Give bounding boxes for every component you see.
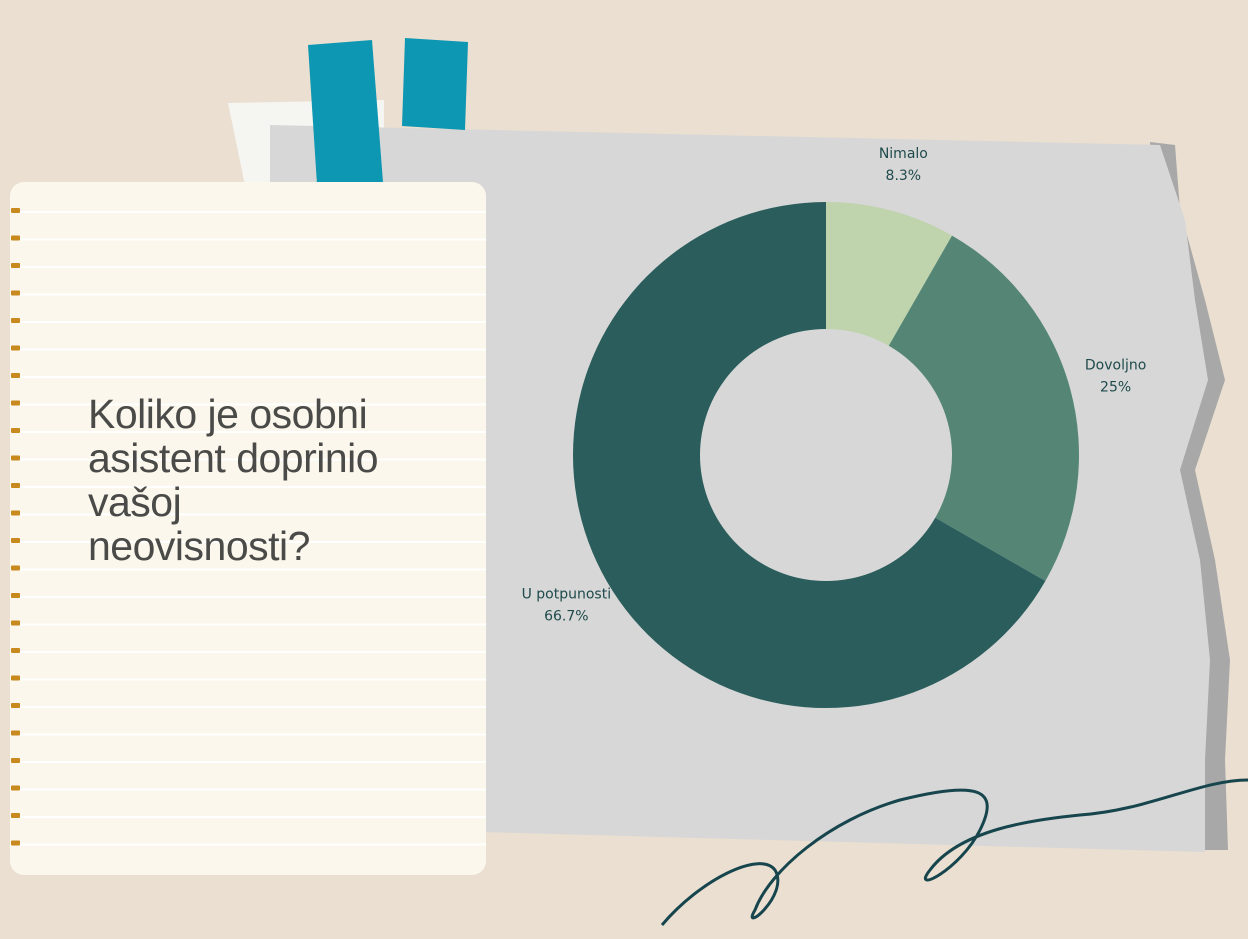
donut-slice xyxy=(573,202,1046,708)
slice-label: U potpunosti xyxy=(522,586,612,602)
spiral-hole xyxy=(11,235,20,241)
spiral-hole xyxy=(11,373,20,378)
spiral-hole xyxy=(11,785,20,791)
chart-title: Koliko je osobni asistent doprinio vašoj… xyxy=(88,391,379,569)
donut-slice xyxy=(826,202,953,346)
spiral-hole xyxy=(11,400,20,406)
donut-slice xyxy=(888,235,1079,582)
spiral-hole xyxy=(11,510,20,516)
notebook-lines xyxy=(10,211,486,846)
spiral-hole xyxy=(11,703,20,708)
spiral-hole xyxy=(11,565,20,571)
spiral-hole xyxy=(11,593,20,598)
spiral-hole xyxy=(11,758,20,763)
spiral-hole xyxy=(11,208,20,213)
spiral-hole xyxy=(11,263,20,268)
spiral-hole xyxy=(11,675,20,681)
value-label: 66.7% xyxy=(544,608,588,624)
spiral-hole xyxy=(11,538,20,543)
squiggle xyxy=(660,778,1248,926)
spiral-hole xyxy=(11,428,20,433)
spiral-hole xyxy=(11,813,20,818)
value-label: 25% xyxy=(1100,380,1131,396)
slice-label: Dovoljno xyxy=(1085,358,1146,374)
tape xyxy=(308,40,384,200)
spiral-hole xyxy=(11,345,20,351)
spiral-hole xyxy=(11,455,20,461)
spiral-hole xyxy=(11,290,20,296)
spiral-hole xyxy=(11,730,20,736)
notebook-spiral xyxy=(11,208,20,846)
notebook-page xyxy=(10,182,486,875)
spiral-hole xyxy=(11,620,20,626)
tape xyxy=(402,38,468,130)
spiral-hole xyxy=(11,648,20,653)
value-label: 8.3% xyxy=(886,168,922,184)
spiral-hole xyxy=(11,318,20,323)
slice-label: Nimalo xyxy=(879,146,928,162)
spiral-hole xyxy=(11,840,20,846)
spiral-hole xyxy=(11,483,20,488)
